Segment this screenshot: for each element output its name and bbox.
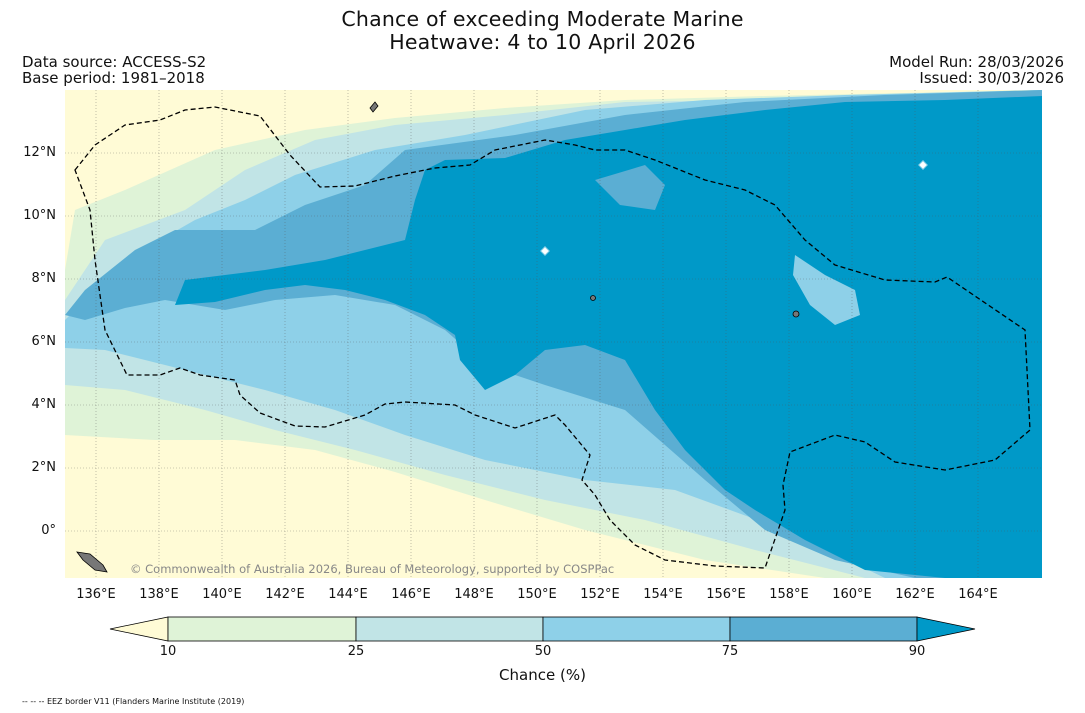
y-tick-label: 6°N: [31, 334, 57, 349]
atoll-markers: [540, 160, 928, 256]
colorbar: [109, 616, 976, 642]
x-tick-label: 158°E: [769, 587, 809, 602]
x-tick-label: 152°E: [580, 587, 620, 602]
band-gt90: [175, 96, 1042, 578]
x-tick-label: 136°E: [76, 587, 116, 602]
y-tick-label: 10°N: [23, 208, 56, 223]
colorbar-segment-25-50: [355, 616, 544, 642]
run-info: Model Run: 28/03/2026 Issued: 30/03/2026: [889, 54, 1064, 86]
y-tick-label: 2°N: [31, 460, 57, 475]
map-title: Chance of exceeding Moderate Marine Heat…: [0, 8, 1085, 54]
probability-map: © Commonwealth of Australia 2026, Bureau…: [65, 90, 1042, 578]
colorbar-tick: 10: [159, 644, 177, 659]
colorbar-label: Chance (%): [499, 666, 586, 684]
x-tick-label: 142°E: [265, 587, 305, 602]
islands: [76, 101, 800, 573]
eez-legend-note: -- -- -- EEZ border V11 (Flanders Marine…: [22, 697, 245, 706]
source-info: Data source: ACCESS-S2 Base period: 1981…: [22, 54, 206, 86]
x-tick-label: 154°E: [643, 587, 683, 602]
colorbar-tick: 75: [721, 644, 739, 659]
x-tick-label: 162°E: [895, 587, 935, 602]
x-tick-label: 150°E: [517, 587, 557, 602]
base-period-text: Base period: 1981–2018: [22, 69, 205, 87]
issued-text: Issued: 30/03/2026: [919, 69, 1064, 87]
colorbar-segment-75-90: [729, 616, 918, 642]
x-tick-label: 160°E: [832, 587, 872, 602]
y-tick-label: 0°: [41, 523, 56, 538]
x-tick-label: 144°E: [328, 587, 368, 602]
data-source-text: Data source: ACCESS-S2: [22, 53, 207, 71]
x-tick-label: 156°E: [706, 587, 746, 602]
colorbar-tick: 50: [534, 644, 552, 659]
x-tick-label: 146°E: [391, 587, 431, 602]
colorbar-tick: 90: [908, 644, 926, 659]
blob-central: [595, 165, 665, 210]
colorbar-segment-gt90: [916, 616, 976, 642]
model-run-text: Model Run: 28/03/2026: [889, 53, 1064, 71]
title-line-2: Heatwave: 4 to 10 April 2026: [389, 30, 696, 54]
x-tick-label: 138°E: [139, 587, 179, 602]
y-tick-label: 12°N: [23, 145, 56, 160]
blob-east: [793, 255, 860, 325]
gridlines: [65, 90, 1042, 578]
colorbar-segment-50-75: [542, 616, 731, 642]
colorbar-tick: 25: [347, 644, 365, 659]
y-tick-label: 4°N: [31, 397, 57, 412]
y-tick-label: 8°N: [31, 271, 57, 286]
x-tick-label: 164°E: [958, 587, 998, 602]
title-line-1: Chance of exceeding Moderate Marine: [341, 7, 744, 31]
eez-border: [74, 106, 1031, 569]
colorbar-segment-10-25: [167, 616, 357, 642]
x-tick-label: 140°E: [202, 587, 242, 602]
x-tick-label: 148°E: [454, 587, 494, 602]
colorbar-segment-lt10: [109, 616, 169, 642]
copyright-text: © Commonwealth of Australia 2026, Bureau…: [130, 562, 614, 576]
